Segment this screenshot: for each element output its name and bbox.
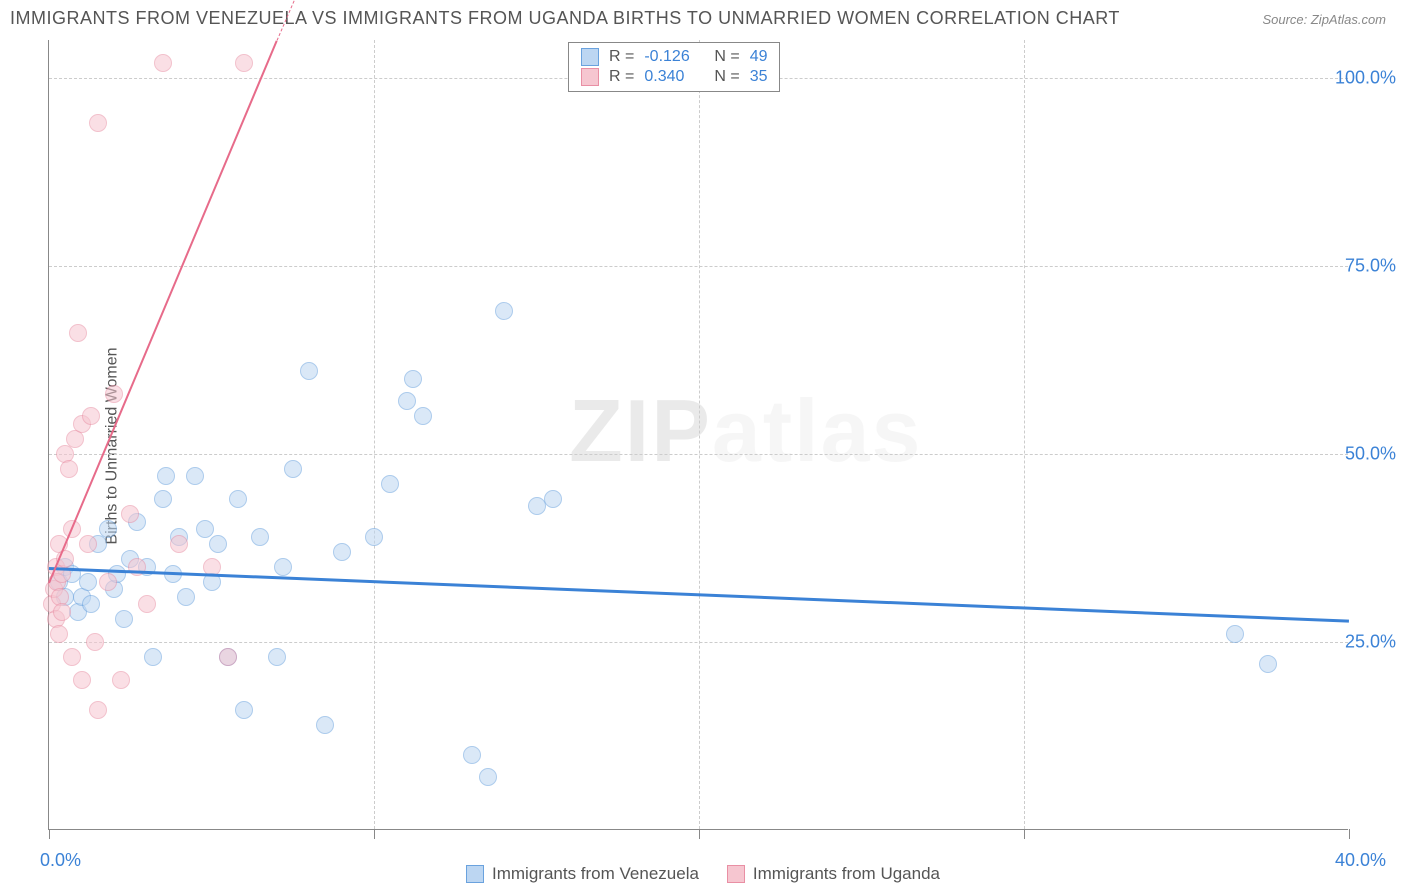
x-tick xyxy=(699,829,700,839)
data-point xyxy=(479,768,497,786)
data-point xyxy=(398,392,416,410)
x-tick-label: 0.0% xyxy=(40,850,81,871)
data-point xyxy=(209,535,227,553)
data-point xyxy=(115,610,133,628)
data-point xyxy=(86,633,104,651)
data-point xyxy=(138,595,156,613)
chart-plot-area: ZIPatlas xyxy=(48,40,1348,830)
data-point xyxy=(53,603,71,621)
legend-stats: R = -0.126 N = 49 R = 0.340 N = 35 xyxy=(568,42,780,92)
data-point xyxy=(105,385,123,403)
data-point xyxy=(157,467,175,485)
data-point xyxy=(60,460,78,478)
legend-swatch xyxy=(581,48,599,66)
legend-swatch xyxy=(581,68,599,86)
chart-title: IMMIGRANTS FROM VENEZUELA VS IMMIGRANTS … xyxy=(10,8,1120,29)
data-point xyxy=(50,625,68,643)
data-point xyxy=(112,671,130,689)
legend-item: Immigrants from Venezuela xyxy=(466,864,699,884)
data-point xyxy=(69,324,87,342)
gridline-vertical xyxy=(1024,40,1025,829)
data-point xyxy=(381,475,399,493)
data-point xyxy=(99,520,117,538)
data-point xyxy=(144,648,162,666)
data-point xyxy=(186,467,204,485)
data-point xyxy=(154,54,172,72)
n-value: 49 xyxy=(750,48,768,66)
legend-swatch xyxy=(466,865,484,883)
legend-stats-row: R = 0.340 N = 35 xyxy=(581,67,767,87)
n-label: N = xyxy=(714,68,739,86)
watermark: ZIPatlas xyxy=(569,380,922,482)
data-point xyxy=(99,573,117,591)
data-point xyxy=(63,648,81,666)
data-point xyxy=(251,528,269,546)
data-point xyxy=(82,595,100,613)
data-point xyxy=(495,302,513,320)
y-tick-label: 50.0% xyxy=(1345,443,1396,464)
chart-source: Source: ZipAtlas.com xyxy=(1262,12,1386,27)
data-point xyxy=(284,460,302,478)
data-point xyxy=(73,671,91,689)
data-point xyxy=(196,520,214,538)
legend-swatch xyxy=(727,865,745,883)
x-tick xyxy=(1024,829,1025,839)
data-point xyxy=(235,54,253,72)
data-point xyxy=(235,701,253,719)
legend-label: Immigrants from Venezuela xyxy=(492,864,699,884)
data-point xyxy=(89,114,107,132)
data-point xyxy=(274,558,292,576)
r-value: 0.340 xyxy=(644,68,704,86)
r-value: -0.126 xyxy=(644,48,704,66)
data-point xyxy=(1259,655,1277,673)
x-tick xyxy=(49,829,50,839)
legend-label: Immigrants from Uganda xyxy=(753,864,940,884)
x-tick xyxy=(374,829,375,839)
data-point xyxy=(463,746,481,764)
r-label: R = xyxy=(609,68,634,86)
legend-item: Immigrants from Uganda xyxy=(727,864,940,884)
data-point xyxy=(404,370,422,388)
data-point xyxy=(177,588,195,606)
y-tick-label: 25.0% xyxy=(1345,631,1396,652)
data-point xyxy=(229,490,247,508)
data-point xyxy=(79,573,97,591)
data-point xyxy=(121,505,139,523)
y-tick-label: 100.0% xyxy=(1335,67,1396,88)
n-label: N = xyxy=(714,48,739,66)
data-point xyxy=(170,535,188,553)
data-point xyxy=(365,528,383,546)
data-point xyxy=(316,716,334,734)
data-point xyxy=(154,490,172,508)
data-point xyxy=(268,648,286,666)
x-tick xyxy=(1349,829,1350,839)
data-point xyxy=(82,407,100,425)
y-tick-label: 75.0% xyxy=(1345,255,1396,276)
data-point xyxy=(219,648,237,666)
x-tick-label: 40.0% xyxy=(1335,850,1386,871)
data-point xyxy=(528,497,546,515)
data-point xyxy=(1226,625,1244,643)
data-point xyxy=(414,407,432,425)
data-point xyxy=(300,362,318,380)
data-point xyxy=(79,535,97,553)
gridline-vertical xyxy=(374,40,375,829)
legend-stats-row: R = -0.126 N = 49 xyxy=(581,47,767,67)
r-label: R = xyxy=(609,48,634,66)
n-value: 35 xyxy=(750,68,768,86)
data-point xyxy=(89,701,107,719)
data-point xyxy=(544,490,562,508)
gridline-vertical xyxy=(699,40,700,829)
data-point xyxy=(333,543,351,561)
legend-bottom: Immigrants from Venezuela Immigrants from… xyxy=(0,864,1406,888)
